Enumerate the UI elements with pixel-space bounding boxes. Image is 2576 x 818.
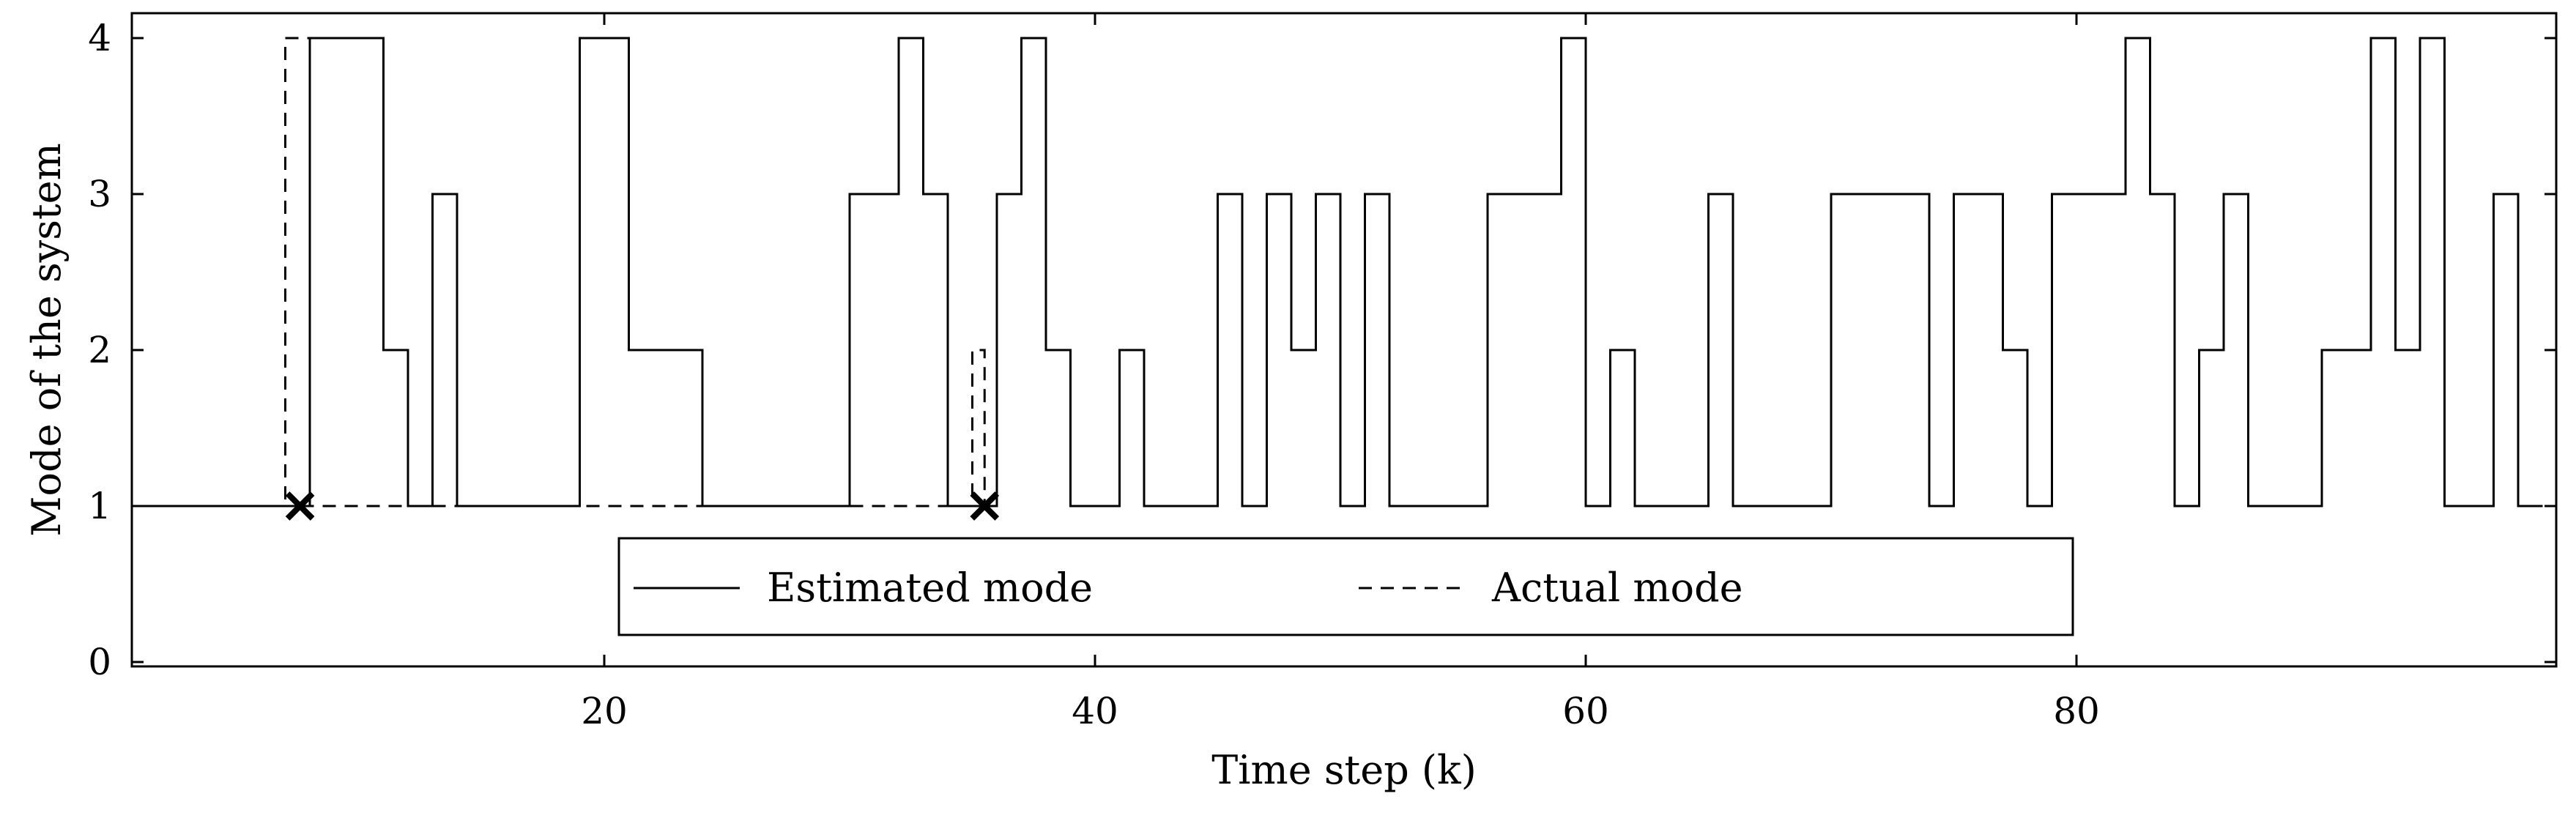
legend-box	[617, 537, 2074, 636]
y-tick-label: 3	[88, 173, 111, 215]
x-tick-label: 40	[1072, 690, 1118, 732]
y-tick-label: 4	[88, 17, 111, 59]
y-tick-label: 0	[88, 641, 111, 683]
y-axis-label: Mode of the system	[23, 143, 70, 537]
legend: Estimated mode Actual mode	[617, 537, 2074, 636]
x-tick-label: 60	[1562, 690, 1609, 732]
series-line-estimated	[138, 37, 2543, 507]
legend-estimated-label: Estimated mode	[767, 565, 1093, 611]
tick-layer: 20 40 60 80 0 1 2 3 4	[88, 13, 2556, 732]
series-line-actual	[138, 37, 997, 507]
cross-marker	[285, 491, 315, 521]
marker-layer	[285, 491, 1000, 521]
cross-marker	[970, 491, 1000, 521]
x-axis-label: Time step (k)	[1211, 747, 1477, 793]
series-layer	[138, 37, 2543, 507]
y-tick-label: 1	[88, 485, 111, 527]
y-tick-label: 2	[88, 329, 111, 371]
plot-frame	[130, 12, 2558, 668]
x-tick-label: 20	[581, 690, 628, 732]
legend-actual-label: Actual mode	[1491, 565, 1743, 611]
x-tick-label: 80	[2053, 690, 2100, 732]
